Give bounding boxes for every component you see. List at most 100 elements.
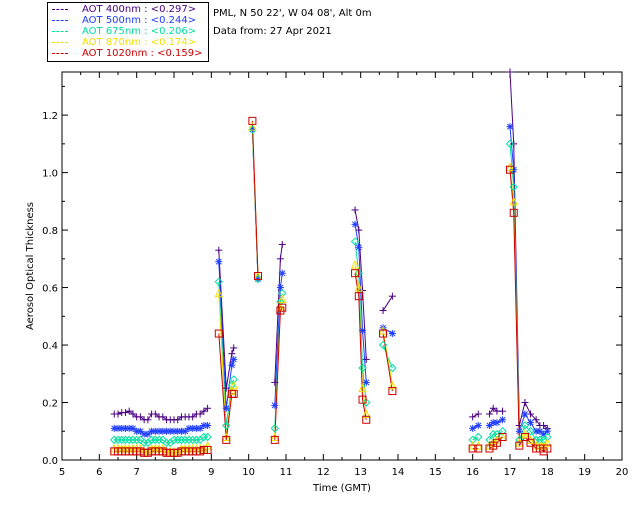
data-point [129, 410, 137, 418]
data-point [189, 413, 197, 421]
data-point [196, 424, 204, 432]
data-point [158, 435, 168, 445]
legend-label: AOT 870nm : <0.174> [82, 37, 197, 48]
data-point [270, 435, 279, 444]
data-point [159, 413, 167, 421]
data-point [362, 415, 371, 424]
data-point [354, 282, 364, 292]
y-axis-label: Aerosol Optical Thickness [25, 202, 36, 330]
data-point [358, 383, 367, 393]
data-point [114, 410, 122, 418]
y-tick-label: 1.0 [42, 169, 58, 180]
y-tick-label: 1.2 [42, 111, 58, 122]
data-point [215, 246, 223, 254]
data-point [184, 435, 194, 445]
series-line [354, 209, 367, 360]
data-point [509, 196, 519, 206]
data-point [509, 208, 518, 217]
data-point [388, 363, 397, 373]
data-point [180, 435, 190, 445]
x-tick-label: 18 [541, 467, 554, 478]
data-point [200, 407, 208, 415]
data-point [521, 399, 529, 407]
data-point [248, 121, 257, 131]
data-point [355, 226, 363, 234]
data-point [350, 237, 360, 246]
data-point [379, 329, 388, 338]
data-point [505, 162, 515, 171]
data-point [515, 438, 524, 447]
data-point [485, 422, 493, 430]
legend-item: AOT 500nm : <0.244> [48, 15, 208, 26]
data-point [536, 427, 544, 435]
legend-swatch [52, 53, 68, 54]
data-point [362, 398, 371, 407]
data-point [358, 395, 367, 404]
data-point [351, 206, 359, 214]
data-point [509, 182, 518, 192]
data-point [378, 340, 388, 350]
data-point [204, 422, 212, 430]
series-line [472, 436, 479, 441]
data-point [532, 416, 540, 424]
data-point [139, 438, 149, 447]
data-point [151, 435, 160, 445]
data-point [526, 427, 535, 436]
x-tick-label: 15 [429, 467, 442, 478]
data-point [493, 419, 501, 427]
data-point [221, 432, 231, 442]
data-point [474, 444, 483, 453]
x-tick-label: 7 [133, 467, 139, 478]
x-tick-label: 11 [280, 467, 293, 478]
data-point [230, 355, 238, 363]
data-point [270, 424, 280, 433]
legend-item: AOT 675nm : <0.206> [48, 26, 208, 37]
data-point [521, 410, 529, 418]
data-point [388, 292, 396, 300]
data-point [147, 435, 156, 445]
data-point [188, 435, 197, 445]
data-point [228, 350, 236, 358]
series-line [251, 120, 259, 277]
series-line [354, 241, 367, 403]
data-point [136, 413, 144, 421]
data-point [203, 432, 212, 442]
data-point [204, 404, 212, 412]
legend: AOT 400nm : <0.297> AOT 500nm : <0.244> AO… [47, 2, 209, 62]
series-line [354, 224, 367, 383]
x-tick-label: 12 [317, 467, 330, 478]
y-tick-label: 0.0 [42, 456, 58, 467]
data-point [278, 303, 287, 312]
data-point [154, 435, 164, 445]
x-tick-label: 9 [208, 467, 214, 478]
data-point [136, 427, 144, 435]
data-point [506, 68, 514, 76]
legend-label: AOT 675nm : <0.206> [82, 26, 197, 37]
x-tick-label: 5 [59, 467, 65, 478]
data-point [362, 355, 370, 363]
legend-label: AOT 1020nm : <0.159> [82, 48, 203, 59]
x-axis-label: Time (GMT) [312, 483, 371, 494]
x-tick-label: 19 [578, 467, 591, 478]
data-point [121, 435, 130, 445]
x-tick-label: 13 [354, 467, 367, 478]
data-point [469, 413, 477, 421]
data-point [474, 432, 483, 442]
data-point [192, 435, 201, 445]
data-point [203, 445, 212, 454]
data-point [110, 435, 119, 445]
data-point [468, 444, 477, 453]
legend-label: AOT 500nm : <0.244> [82, 15, 197, 26]
data-point [535, 435, 545, 445]
data-point [469, 424, 477, 432]
data-point [151, 410, 159, 418]
y-tick-label: 0.4 [42, 341, 58, 352]
data-point [229, 389, 238, 398]
data-point [248, 116, 257, 125]
data-point [276, 297, 285, 307]
data-point [531, 435, 541, 445]
data-point [199, 432, 209, 442]
data-point [515, 441, 524, 450]
data-point [492, 438, 501, 447]
